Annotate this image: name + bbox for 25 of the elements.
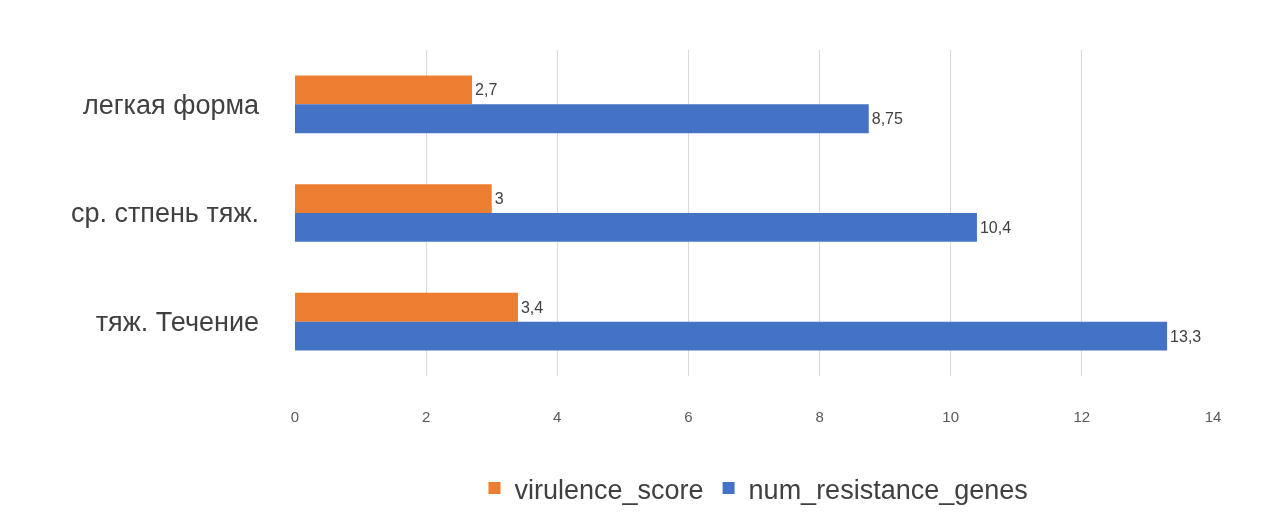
data-label: 10,4 bbox=[979, 218, 1012, 236]
bar bbox=[295, 213, 977, 242]
x-tick-label: 14 bbox=[1204, 408, 1222, 425]
y-tick-label: легкая форма bbox=[83, 89, 260, 120]
data-label: 8,75 bbox=[871, 110, 903, 128]
legend-label: virulence_score bbox=[514, 474, 704, 505]
bar bbox=[295, 184, 492, 213]
data-label: 3 bbox=[494, 190, 504, 208]
y-tick-label: тяж. Течение bbox=[95, 307, 259, 338]
x-tick-label: 12 bbox=[1073, 408, 1091, 425]
data-label: 3,4 bbox=[520, 298, 544, 316]
y-tick-label: ср. стпень тяж. bbox=[70, 198, 259, 229]
x-tick-label: 8 bbox=[815, 408, 824, 425]
x-tick-label: 4 bbox=[553, 408, 562, 425]
bar bbox=[295, 292, 518, 322]
bar bbox=[295, 75, 473, 105]
legend-label: num_resistance_genes bbox=[748, 474, 1028, 505]
bar bbox=[295, 321, 1168, 351]
data-label: 13,3 bbox=[1170, 327, 1202, 345]
data-label: 2,7 bbox=[475, 81, 498, 99]
bar bbox=[295, 104, 869, 134]
x-tick-label: 10 bbox=[942, 408, 960, 425]
x-tick-label: 0 bbox=[290, 408, 300, 425]
x-tick-label: 6 bbox=[684, 408, 693, 425]
x-tick-label: 2 bbox=[421, 408, 431, 425]
